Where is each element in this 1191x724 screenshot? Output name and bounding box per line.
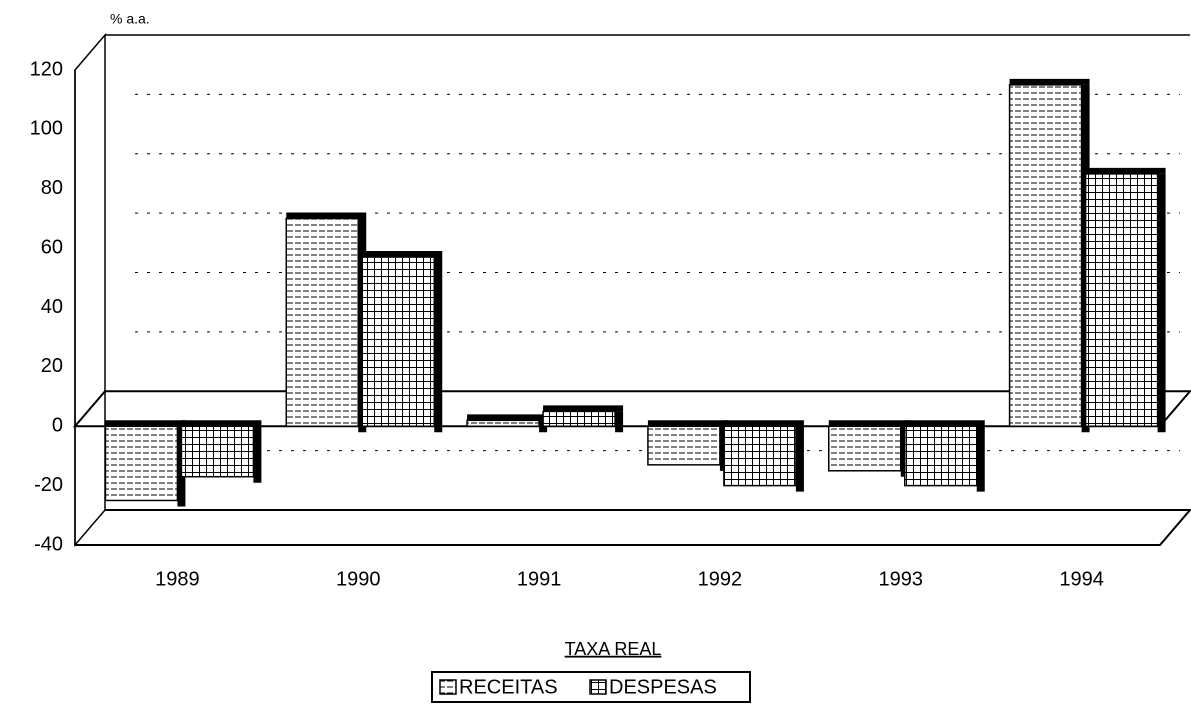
bar: [647, 425, 721, 466]
bar-shadow: [723, 420, 804, 427]
x-tick-label: 1994: [1059, 568, 1104, 590]
legend-label: DESPESAS: [609, 676, 717, 698]
bar: [1084, 173, 1159, 427]
legend-swatch: [439, 679, 457, 695]
bar: [104, 425, 179, 502]
chart-title: TAXA REAL: [565, 639, 662, 659]
x-tick-label: 1993: [879, 568, 924, 590]
bar: [466, 419, 540, 427]
bar: [285, 217, 359, 427]
floor: [75, 509, 1191, 546]
bar-shadow: [795, 426, 804, 492]
y-tick-label: 80: [41, 177, 63, 199]
bar: [723, 425, 797, 487]
y-tick-label: 40: [41, 296, 63, 318]
bar-shadow: [828, 420, 909, 427]
y-tick-label: 60: [41, 236, 63, 258]
x-tick-label: 1989: [155, 568, 200, 590]
y-tick-label: 100: [30, 118, 63, 140]
legend-label: RECEITAS: [459, 676, 558, 698]
y-tick-label: 0: [52, 415, 63, 437]
back-wall: [74, 32, 106, 548]
bar-shadow: [647, 420, 728, 427]
bar: [361, 256, 435, 427]
y-tick-label: 20: [41, 355, 63, 377]
bar-shadow: [253, 426, 262, 483]
x-tick-label: 1992: [698, 568, 743, 590]
bar: [542, 410, 616, 427]
bar-shadow: [1009, 78, 1090, 85]
bar-shadow: [286, 212, 367, 219]
legend-swatch: [589, 679, 607, 695]
y-axis-label: % a.a.: [110, 11, 150, 27]
y-tick-label: -40: [34, 533, 63, 555]
bar-shadow: [467, 414, 548, 421]
bar: [904, 425, 978, 487]
bar-shadow: [615, 411, 624, 433]
x-tick-label: 1990: [336, 568, 381, 590]
bar-shadow: [434, 257, 443, 433]
bar-shadow: [1157, 173, 1166, 433]
bar-shadow: [543, 405, 624, 412]
bar-shadow: [362, 251, 443, 258]
y-tick-label: 120: [30, 58, 63, 80]
bar: [180, 425, 255, 478]
bar-shadow: [1085, 167, 1166, 174]
bar: [1008, 84, 1083, 427]
bar-shadow: [976, 426, 985, 492]
x-tick-label: 1991: [517, 568, 562, 590]
bar-shadow: [181, 420, 262, 427]
bar: [828, 425, 902, 472]
bar-shadow: [904, 420, 985, 427]
y-tick-label: -20: [34, 474, 63, 496]
bar-shadow: [105, 420, 186, 427]
